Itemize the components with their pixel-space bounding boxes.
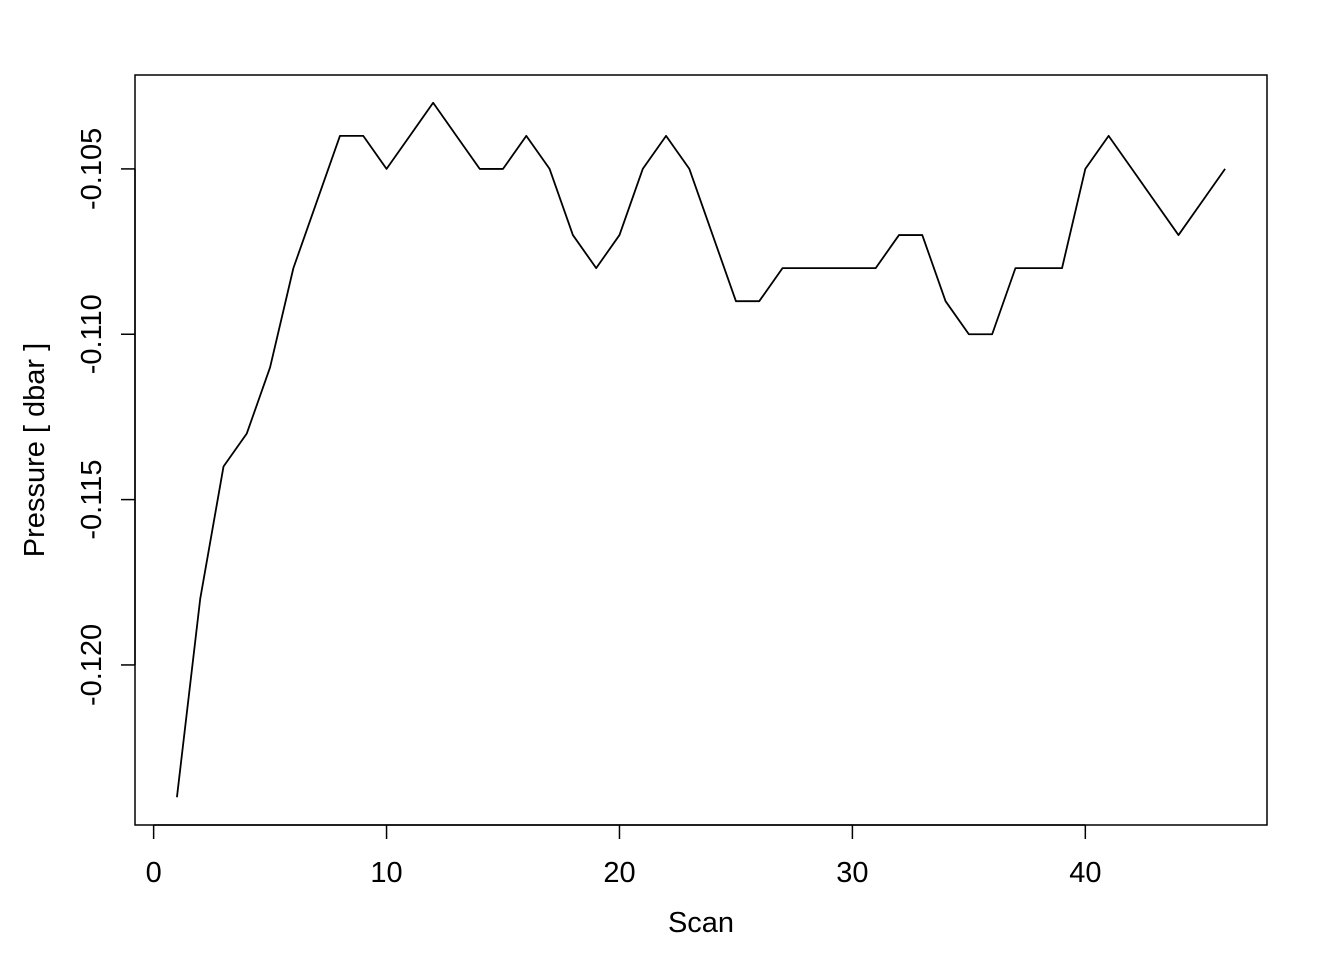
y-axis: -0.105 -0.110 -0.115 -0.120 <box>76 128 136 706</box>
x-axis: 0 10 20 30 40 <box>146 824 1101 889</box>
x-tick-label: 30 <box>836 857 868 889</box>
plot-frame <box>134 74 1268 826</box>
y-tick-label: -0.105 <box>76 128 108 210</box>
x-axis-label: Scan <box>668 907 734 939</box>
y-axis-label: Pressure [ dbar ] <box>19 343 51 557</box>
y-tick-label: -0.110 <box>76 294 108 374</box>
y-tick-label: -0.120 <box>76 624 108 706</box>
x-tick-label: 40 <box>1069 857 1101 889</box>
x-tick-label: 20 <box>603 857 635 889</box>
x-tick-label: 10 <box>370 857 402 889</box>
pressure-series-line <box>176 101 1226 798</box>
x-tick-label: 0 <box>146 857 162 889</box>
y-tick-label: -0.115 <box>76 460 108 540</box>
